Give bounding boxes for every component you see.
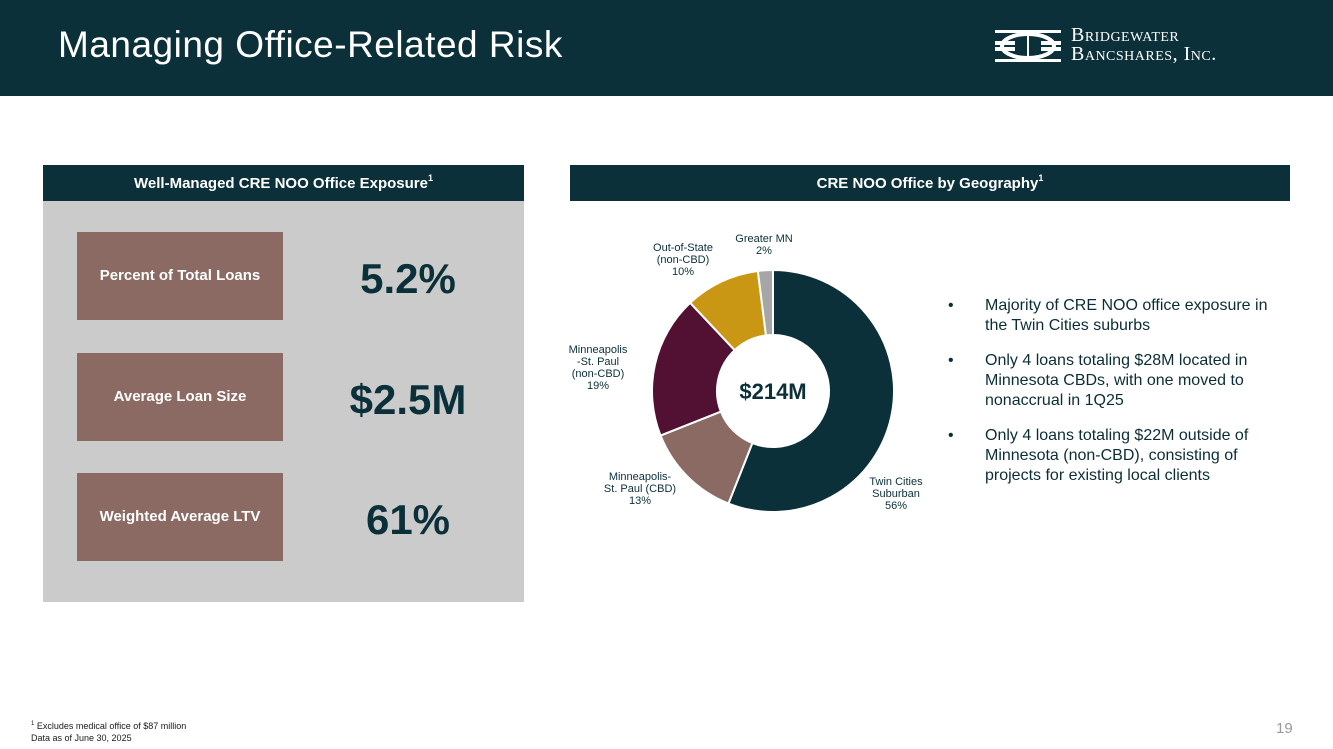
right-panel-heading: CRE NOO Office by Geography 1 [570, 165, 1290, 201]
donut-hole [717, 335, 829, 447]
bullet-item: • Only 4 loans totaling $22M outside of M… [948, 426, 1293, 486]
footnote-line-1: Excludes medical office of $87 million [34, 721, 187, 731]
bullet-text: Only 4 loans totaling $22M outside of Mi… [985, 427, 1249, 484]
pie-label-twin-cities-suburban: Twin Cities Suburban 56% [869, 476, 923, 512]
stat-value-percent-of-loans: 5.2% [360, 255, 456, 302]
donut-center-total: $214M [739, 379, 806, 404]
bullet-item: • Only 4 loans totaling $28M located in M… [948, 351, 1293, 411]
logo-line-1: Bridgewater [1071, 24, 1180, 46]
footnote: 1 Excludes medical office of $87 million… [31, 718, 186, 744]
left-panel-heading-text: Well-Managed CRE NOO Office Exposure [134, 174, 428, 192]
bullet-text: Only 4 loans totaling $28M located in Mi… [985, 352, 1248, 409]
bullet-glyph: • [948, 352, 954, 369]
bullet-item: • Majority of CRE NOO office exposure in … [948, 296, 1293, 336]
stat-label-average-loan-size: Average Loan Size [77, 353, 283, 441]
pie-label-out-of-state-non-cbd: Out-of-State (non-CBD) 10% [653, 242, 713, 278]
bridge-logo-icon [995, 30, 1061, 62]
bullet-glyph: • [948, 427, 954, 444]
stat-label-weighted-ltv: Weighted Average LTV [77, 473, 283, 561]
pie-label-greater-mn: Greater MN 2% [735, 233, 793, 257]
exposure-panel: Percent of Total Loans 5.2% Average Loan… [43, 201, 524, 602]
left-panel-heading-sup: 1 [427, 173, 433, 183]
logo-line-2: Bancshares, Inc. [1071, 43, 1217, 65]
stat-value-weighted-ltv: 61% [365, 496, 451, 543]
page-title: Managing Office-Related Risk [58, 24, 563, 65]
bullet-glyph: • [948, 297, 954, 314]
right-panel-heading-text: CRE NOO Office by Geography [816, 174, 1039, 192]
bullet-text: Majority of CRE NOO office exposure in t… [985, 297, 1268, 334]
left-panel-heading: Well-Managed CRE NOO Office Exposure 1 [43, 165, 524, 201]
footnote-sup: 1 [31, 721, 35, 727]
stat-label-percent-of-loans: Percent of Total Loans [77, 232, 283, 320]
pie-label-minneapolis-st-paul-non-cbd: Minneapolis -St. Paul (non-CBD) 19% [569, 344, 628, 392]
company-logo: Bridgewater Bancshares, Inc. [993, 24, 1283, 74]
right-panel-heading-sup: 1 [1038, 173, 1044, 183]
page-number: 19 [1276, 720, 1293, 737]
stat-value-average-loan-size: $2.5M [349, 376, 467, 423]
pie-label-minneapolis-st-paul-cbd: Minneapolis-St. Paul (CBD) 13% [604, 471, 676, 507]
geography-donut-chart: Twin Cities Suburban 56% Minneapolis-St. Pa… [569, 233, 923, 513]
header-bar: Managing Office-Related Risk Bridgewater… [0, 0, 1333, 96]
footnote-line-2: Data as of June 30, 2025 [31, 733, 132, 743]
bullet-list: • Majority of CRE NOO office exposure in … [948, 296, 1293, 501]
